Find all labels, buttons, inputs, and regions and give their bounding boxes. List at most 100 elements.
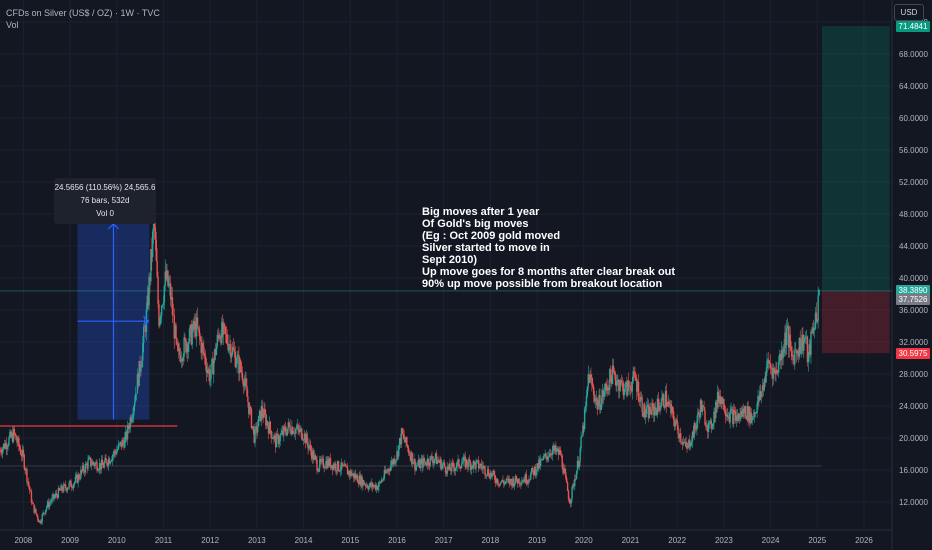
candle-body [536,463,538,472]
candle-body [155,239,157,261]
candle-body [376,485,378,490]
candle-body [743,406,746,414]
candle-body [214,349,217,355]
candle-body [23,454,25,469]
candle-body [562,467,564,474]
candle-body [678,434,680,439]
candle-body [633,371,635,373]
candle-body [617,379,619,383]
candle-body [180,359,183,362]
candle-body [71,486,73,488]
candle-body [409,454,412,461]
candle-body [345,464,347,467]
price-axis-background [892,0,932,550]
candle-body [301,439,304,441]
candle-body [187,342,190,352]
symbol-title[interactable]: CFDs on Silver (US$ / OZ) · 1W · TVC [6,8,160,18]
candle-body [627,380,630,387]
candle-body [581,435,583,437]
candle-body [197,327,200,329]
candle-body [817,295,819,321]
candle-body [737,413,739,421]
candle-body [543,455,545,457]
candle-body [382,478,385,480]
candle-body [618,387,621,391]
candle-body [10,431,12,438]
candle-body [538,459,540,469]
candle-body [55,493,58,496]
candle-body [329,458,332,468]
candle-body [668,401,670,404]
candle-body [731,409,733,411]
time-axis[interactable]: 2008 2009 2010 2011 2012 2013 2014 2015 2016 2017… [14,536,873,545]
candle-body [326,461,328,468]
candle-body [321,458,324,460]
currency-button[interactable]: USD [894,4,924,21]
candle-body [254,428,256,443]
candle-body [419,461,422,469]
candle-body [597,405,599,410]
candle-body [601,390,604,398]
candle-body [420,459,422,462]
candle-body [809,344,811,355]
candle-body [222,323,225,335]
candle-body [481,466,483,469]
candle-body [548,456,550,458]
candle-body [607,387,609,391]
candle-body [222,322,224,335]
candle-body [652,403,654,406]
candle-body [800,347,802,354]
candle-body [604,384,607,392]
candle-body [779,354,782,361]
candle-body [404,439,406,443]
candle-body [662,394,664,398]
candle-body [527,480,529,484]
candle-body [590,374,592,379]
candle-body [187,344,189,352]
candle-body [107,464,109,466]
candle-body [216,334,219,346]
candle-body [207,368,210,370]
candle-body [116,450,118,455]
candle-body [407,445,409,449]
candle-body [589,374,591,383]
chart-note[interactable]: Big moves after 1 year Of Gold's big mov… [422,206,675,290]
candle-body [456,461,458,468]
candle-body [144,326,147,333]
candle-body [151,249,153,258]
volume-label[interactable]: Vol [6,20,19,30]
candle-body [191,330,193,345]
candle-body [794,350,796,365]
candle-body [651,403,653,415]
candle-body [805,336,808,338]
candle-body [677,425,679,435]
x-tick-label: 2014 [295,536,313,545]
candle-body [496,478,499,485]
candle-body [381,479,384,481]
candle-body [166,270,168,280]
candle-body [98,469,100,471]
candle-body [623,391,625,396]
candle-body [160,315,162,319]
candle-body [443,462,446,467]
candle-body [748,406,750,421]
candle-body [142,343,144,361]
note-line: (Eg : Oct 2009 gold moved [422,230,561,242]
candle-body [179,354,182,362]
candle-body [505,478,508,482]
candle-body [257,415,260,427]
candle-body [669,403,671,405]
candle-body [56,495,59,498]
chart-legend: CFDs on Silver (US$ / OZ) · 1W · TVC Vol [6,7,160,31]
candle-body [598,395,600,406]
candle-body [418,459,421,469]
candle-body [46,501,49,507]
candle-body [816,320,818,322]
candle-body [724,412,727,417]
candle-body [568,498,571,504]
candle-body [785,332,787,345]
candle-body [599,395,601,410]
candle-body [548,453,551,457]
candle-body [813,328,816,331]
